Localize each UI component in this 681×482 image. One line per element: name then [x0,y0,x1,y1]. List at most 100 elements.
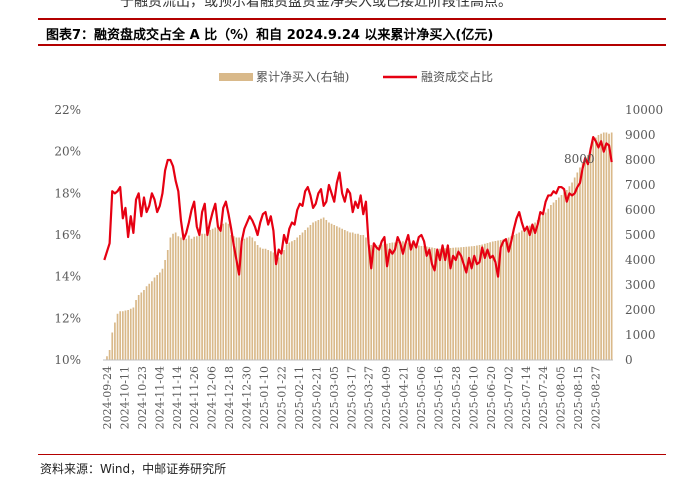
x-tick-label: 2025-07-14 [520,366,533,429]
bar [283,250,285,360]
bar [288,242,291,360]
x-tick-label: 2024-12-30 [241,366,254,429]
bar [106,356,108,360]
bar [520,230,523,360]
x-tick-label: 2024-10-23 [136,366,149,429]
bar [563,192,565,360]
bar [143,290,145,360]
x-tick-label: 2025-02-21 [310,366,323,429]
bar [536,220,539,360]
bar [211,228,214,360]
x-tick-label: 2024-10-11 [118,366,131,429]
bar [396,242,399,360]
x-tick-label: 2025-04-21 [398,366,411,429]
y-right-tick-label: 0 [625,353,633,367]
bar [565,190,568,360]
y-right-tick-label: 9000 [625,128,656,142]
x-tick-label: 2025-02-11 [293,366,306,429]
bar [412,245,415,360]
bar [301,232,304,360]
bar [243,238,246,360]
bar [280,255,283,360]
bar [275,260,277,360]
y-left-tick-label: 10% [54,353,81,367]
legend-line-label: 融资成交占比 [421,69,493,84]
x-tick-label: 2025-06-10 [467,366,480,429]
bar [510,236,513,360]
bar [169,237,172,360]
bar [198,235,201,360]
bar [415,245,417,360]
bar [476,245,478,360]
previous-page-sentence: 于融资流出，或预示着融资盘资金净买入或已接近阶段性高点。 [120,0,512,10]
bar [277,257,280,360]
y-right-tick-label: 3000 [625,278,656,292]
bar [304,230,306,360]
x-tick-label: 2024-11-14 [171,366,184,429]
bar [523,228,526,360]
x-tick-label: 2025-08-27 [590,366,603,429]
bar [552,202,555,360]
bar [449,248,452,360]
x-tick-label: 2025-05-16 [433,366,446,429]
bar [534,222,536,360]
y-right-tick-label: 1000 [625,328,656,342]
y-left-tick-label: 22% [54,103,81,117]
y-right-tick-label: 2000 [625,303,656,317]
bar [195,236,198,360]
bar [293,240,296,360]
bar [481,244,484,360]
x-tick-label: 2025-08-05 [555,366,568,429]
bar [209,230,211,360]
bar [394,242,396,360]
bar [137,295,140,360]
bar [518,232,521,360]
bar [230,235,233,360]
bar [341,228,343,360]
x-tick-label: 2025-07-02 [502,366,515,429]
figure-title: 图表7：融资盘成交占全 A 比（%）和自 2024.9.24 以来累计净买入(亿… [46,28,494,43]
bar [491,241,494,360]
bar [365,237,367,360]
bar [322,217,325,360]
bar [254,241,256,360]
bar [513,235,515,360]
bar [502,239,505,360]
bar [560,195,563,360]
bar [135,300,137,360]
bar [428,247,431,360]
bar [296,237,299,360]
bar [608,133,610,360]
x-tick-label: 2025-04-09 [380,366,393,429]
bar [550,205,552,360]
bar [121,311,124,360]
bar [367,243,370,360]
bar [602,132,605,360]
bar [177,236,180,360]
x-tick-label: 2024-11-04 [153,366,166,429]
bar [444,248,447,360]
bar [431,247,433,360]
bar [127,310,129,360]
bar [441,248,444,360]
bar [343,230,346,360]
bar [462,247,465,360]
bar [587,155,589,360]
bar [333,225,336,360]
title-top-rule [38,18,666,20]
bar [386,243,388,360]
bar [380,244,383,360]
x-tick-label: 2024-09-24 [101,366,114,429]
bar [203,233,206,360]
bar [433,248,436,360]
bar [497,240,499,360]
bar [436,248,439,360]
x-tick-label: 2025-06-20 [485,366,498,429]
bar [605,132,608,360]
bar [182,236,185,360]
bar [576,172,579,360]
line-path [103,135,613,278]
bar [114,322,116,360]
y-right-tick-label: 4000 [625,253,656,267]
